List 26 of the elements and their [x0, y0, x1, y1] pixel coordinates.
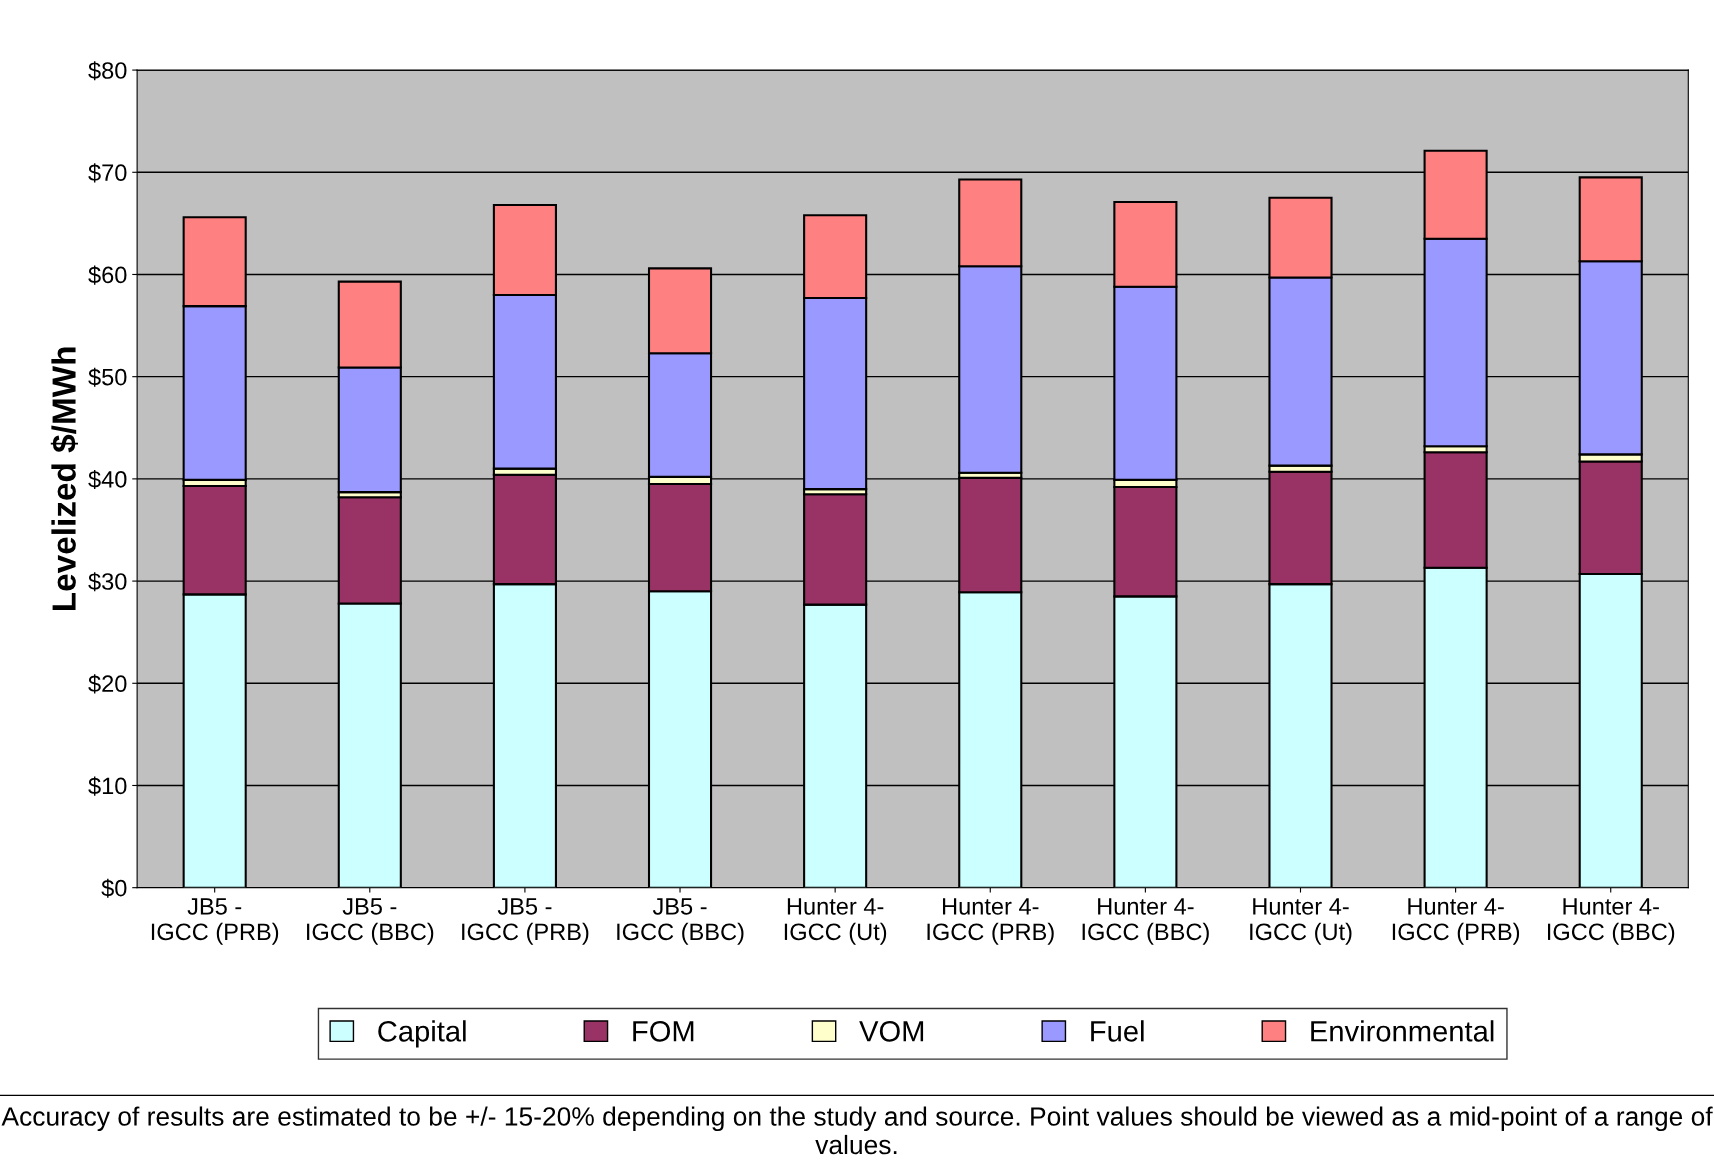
x-tick-label: JB5 - IGCC (BBC) — [307, 898, 434, 945]
legend-label: FOM — [633, 1020, 694, 1042]
x-tick-label: JB5 - IGCC (PRB) — [462, 898, 589, 945]
x-tick-label: Hunter 4-IGCC (BBC) — [1547, 898, 1675, 945]
y-tick-label: $0 — [101, 878, 127, 898]
legend-label: Fuel — [1091, 1020, 1144, 1042]
legend-label: VOM — [859, 1020, 924, 1042]
legend-label: Capital — [378, 1020, 466, 1048]
x-tick-label: Hunter 4-IGCC (PRB) — [927, 898, 1054, 945]
x-tick-label: JB5 - IGCC (BBC) — [617, 898, 744, 945]
x-tick-label: Hunter 4-IGCC (PRB) — [1392, 898, 1520, 945]
x-tick-label: JB5 - IGCC (PRB) — [151, 898, 279, 945]
x-tick-label: Hunter 4-IGCC (Ut) — [784, 898, 887, 945]
legend-label: Environmental — [1311, 1020, 1494, 1042]
y-tick-label: $30 — [88, 572, 127, 592]
y-axis-title: Levelized $/MWh — [50, 347, 79, 610]
y-tick-label: $50 — [88, 367, 127, 387]
y-tick-label: $70 — [88, 163, 127, 183]
x-tick-label: Hunter 4-IGCC (BBC) — [1082, 898, 1209, 945]
y-tick-label: $40 — [88, 469, 127, 490]
x-tick-label: Hunter 4-IGCC (Ut) — [1250, 898, 1352, 945]
text: Accuracy of results are estimated to be +/- 15-20% depending on the study and source. Point values should be viewed as a mid-point of a range of values. — [1, 1106, 1713, 1155]
y-tick-label: $20 — [88, 674, 127, 694]
y-tick-label: $10 — [88, 776, 127, 796]
y-tick-label: $80 — [88, 61, 127, 81]
y-tick-label: $60 — [88, 265, 127, 285]
